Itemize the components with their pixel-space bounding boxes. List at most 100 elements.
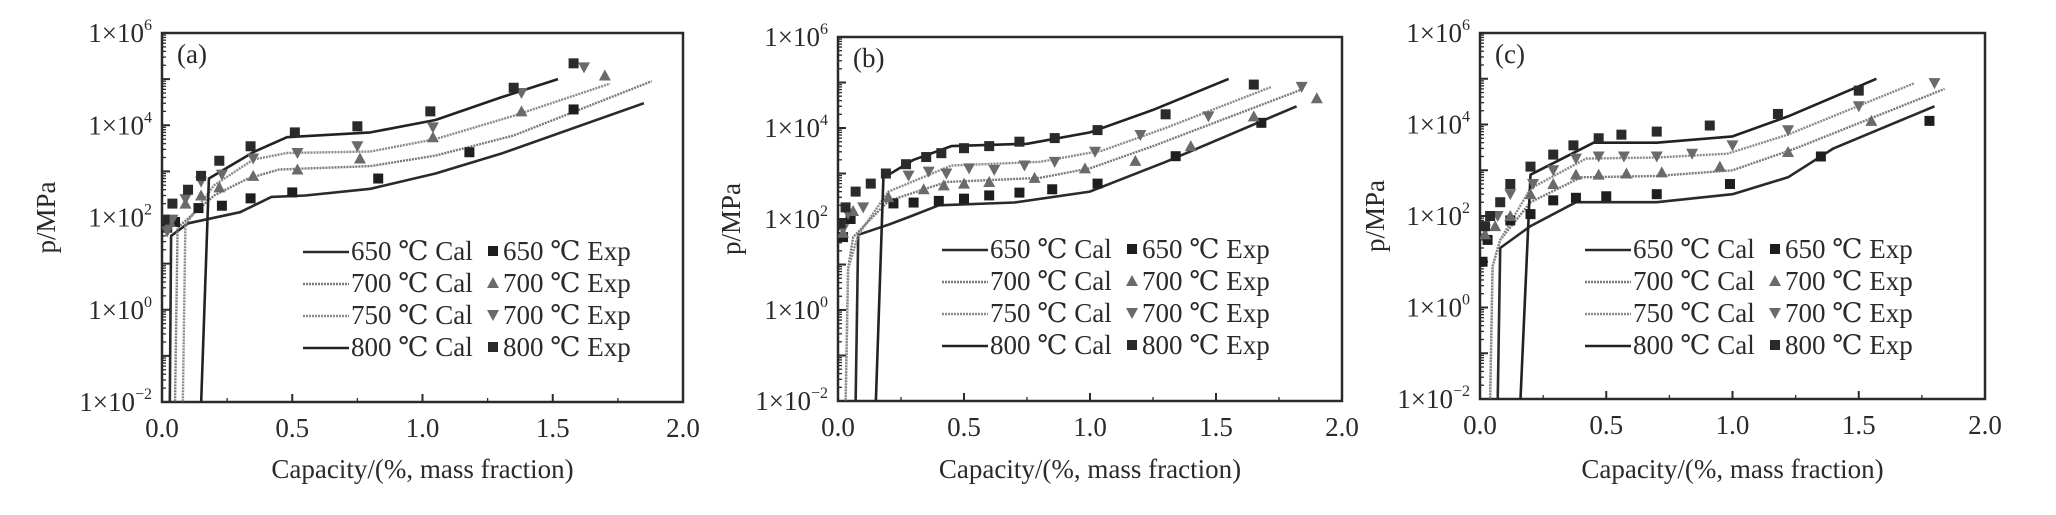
data-point	[1480, 256, 1488, 267]
y-tick-label: 1×10−2	[79, 386, 152, 417]
legend-marker	[487, 310, 499, 321]
x-axis-title: Capacity/(%, mass fraction)	[1581, 454, 1883, 484]
series-line	[844, 88, 1303, 401]
legend-marker	[1770, 340, 1780, 350]
data-point	[1256, 117, 1267, 128]
legend-label-cal: 800 ℃ Cal	[990, 330, 1112, 360]
data-point	[983, 176, 996, 188]
data-point	[1184, 140, 1197, 152]
legend-label-exp: 700 ℃ Exp	[503, 268, 631, 298]
data-point	[1593, 133, 1604, 144]
legend-label-cal: 650 ℃ Cal	[1633, 234, 1755, 264]
data-point	[598, 69, 611, 81]
x-tick-label: 0.5	[947, 412, 981, 442]
data-point	[1170, 151, 1181, 162]
y-tick-label: 1×106	[1406, 17, 1470, 48]
data-point	[196, 170, 207, 181]
y-tick-label: 1×104	[764, 112, 828, 143]
y-axis-title: p/MPa	[31, 181, 61, 253]
data-point	[1480, 221, 1491, 232]
data-point	[1617, 151, 1630, 163]
legend-label-cal: 800 ℃ Cal	[1633, 330, 1755, 360]
data-point	[959, 143, 969, 154]
data-point	[1078, 162, 1091, 174]
data-point	[850, 186, 861, 197]
data-point	[1924, 115, 1935, 126]
data-point	[1049, 133, 1060, 144]
legend-label-cal: 650 ℃ Cal	[351, 236, 473, 266]
data-point	[1504, 210, 1517, 221]
data-point	[1928, 78, 1941, 90]
chart-panel-b: 1×106 1×104 1×102 1×100 1×10−20.0 0.5 1.0 1.5 2.…	[716, 21, 1359, 484]
data-point	[1047, 184, 1058, 195]
data-point	[984, 190, 995, 201]
data-point	[193, 203, 204, 214]
data-point	[963, 163, 976, 175]
legend-label-cal: 700 ℃ Cal	[1633, 266, 1755, 296]
data-point	[289, 127, 300, 138]
data-point	[1782, 146, 1795, 158]
data-point	[917, 183, 930, 195]
data-point	[933, 195, 944, 206]
y-tick-label: 1×100	[764, 294, 828, 325]
data-point	[1686, 148, 1699, 160]
data-point	[1772, 108, 1783, 119]
legend-label-cal: 750 ℃ Cal	[351, 300, 473, 330]
data-point	[1568, 140, 1579, 151]
legend-marker	[1769, 308, 1781, 319]
y-tick-label: 1×104	[1406, 109, 1470, 140]
data-point	[214, 155, 225, 166]
data-point	[880, 168, 891, 179]
x-axis-title: Capacity/(%, mass fraction)	[939, 454, 1241, 484]
legend-marker	[1126, 275, 1138, 286]
data-point	[1620, 167, 1633, 179]
data-point	[908, 197, 919, 208]
data-point	[245, 193, 256, 204]
series-points	[838, 79, 1323, 243]
data-point	[170, 216, 181, 227]
data-point	[1485, 211, 1496, 221]
data-point	[1569, 168, 1582, 180]
panel-label: (b)	[853, 43, 884, 73]
x-tick-label: 0.0	[821, 412, 855, 442]
data-point	[426, 122, 439, 134]
legend-label-cal: 750 ℃ Cal	[990, 298, 1112, 328]
legend: 650 ℃ Cal 650 ℃ Exp 700 ℃ Cal 700 ℃ Exp 750 …	[303, 236, 631, 362]
legend-marker	[1769, 275, 1781, 286]
data-point	[958, 177, 970, 189]
data-point	[1092, 178, 1103, 189]
y-tick-label: 1×100	[88, 294, 152, 325]
data-point	[1129, 154, 1142, 166]
data-point	[1592, 151, 1605, 163]
data-point	[1704, 120, 1715, 131]
x-tick-label: 0.5	[275, 413, 309, 443]
x-tick-label: 1.5	[1199, 412, 1233, 442]
data-point	[1014, 136, 1025, 147]
x-tick-label: 1.5	[536, 413, 570, 443]
data-point	[1014, 187, 1025, 198]
data-point	[936, 148, 947, 159]
data-point	[940, 168, 953, 180]
data-point	[568, 58, 579, 69]
data-point	[1018, 160, 1031, 172]
data-point	[216, 200, 227, 211]
data-point	[425, 106, 436, 117]
series-line	[1488, 82, 1915, 399]
data-point	[568, 104, 579, 115]
data-point	[1089, 146, 1102, 158]
legend-label-exp: 800 ℃ Exp	[1785, 330, 1913, 360]
panel-label: (c)	[1495, 39, 1525, 69]
legend-label-exp: 700 ℃ Exp	[1785, 266, 1913, 296]
legend-label-cal: 650 ℃ Cal	[990, 234, 1112, 264]
data-point	[1160, 109, 1171, 120]
data-point	[291, 163, 304, 175]
data-point	[162, 214, 170, 225]
data-point	[1865, 114, 1878, 126]
panel-label: (a)	[177, 39, 207, 69]
data-point	[845, 214, 856, 224]
data-point	[1724, 179, 1735, 190]
data-point	[1616, 129, 1627, 140]
legend: 650 ℃ Cal 650 ℃ Exp 700 ℃ Cal 700 ℃ Exp 750 …	[942, 234, 1270, 360]
chart-panel-c: 1×106 1×104 1×102 1×100 1×10−20.0 0.5 1.0 1.5 2.…	[1360, 17, 2002, 484]
data-point	[515, 105, 528, 117]
